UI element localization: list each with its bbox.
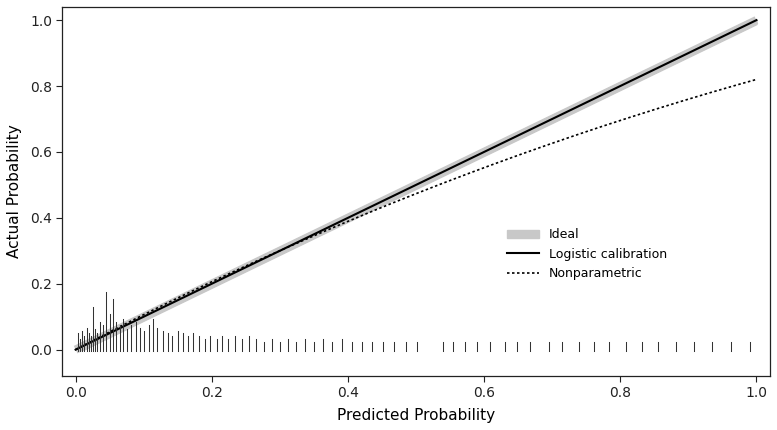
Y-axis label: Actual Probability: Actual Probability: [7, 125, 22, 258]
Legend: Ideal, Logistic calibration, Nonparametric: Ideal, Logistic calibration, Nonparametr…: [503, 224, 672, 285]
X-axis label: Predicted Probability: Predicted Probability: [337, 408, 495, 423]
